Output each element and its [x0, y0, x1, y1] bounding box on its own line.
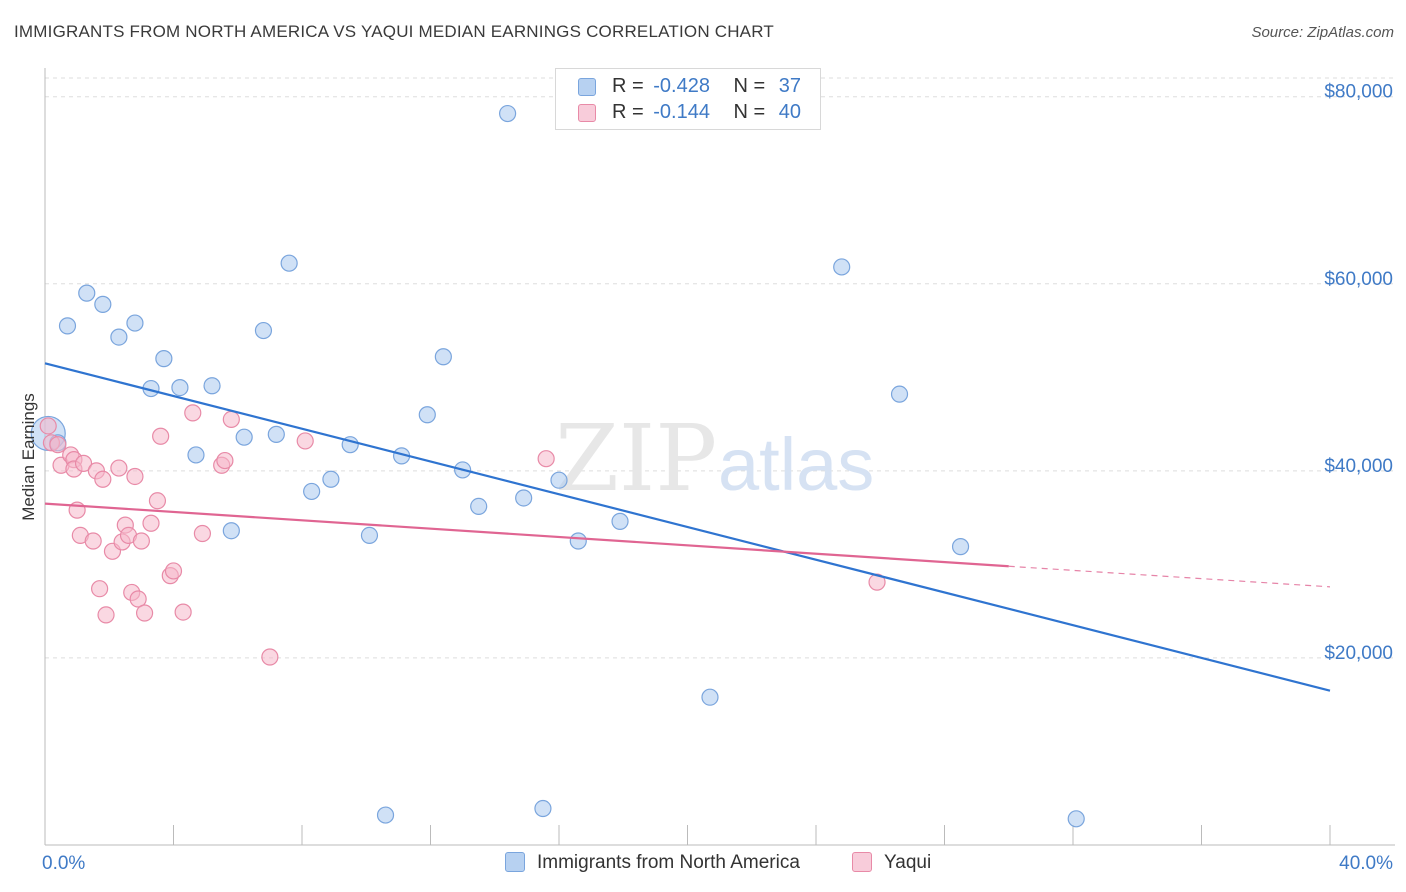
- y-tick-label: $40,000: [1324, 456, 1393, 477]
- legend-swatch-yaqui: [578, 104, 596, 122]
- point-yaqui: [142, 514, 160, 532]
- point-north-america: [611, 512, 629, 530]
- legend-bottom-swatch-yaqui: [852, 852, 872, 872]
- grid-lines: [45, 77, 1395, 659]
- legend-bottom-label-yaqui: Yaqui: [884, 852, 932, 873]
- trend-line-yaqui-extension: [1008, 565, 1331, 588]
- point-yaqui: [97, 606, 115, 624]
- point-yaqui: [193, 524, 212, 543]
- point-yaqui: [49, 436, 67, 454]
- point-yaqui: [110, 459, 128, 477]
- point-north-america: [833, 258, 851, 276]
- y-tick-label: $20,000: [1324, 643, 1393, 664]
- point-yaqui: [135, 604, 154, 622]
- x-tick-label: 0.0%: [42, 853, 85, 874]
- y-tick-label: $80,000: [1324, 82, 1393, 103]
- y-axis-label: Median Earnings: [19, 393, 38, 521]
- legend-stats-yaqui: R = -0.144 N = 40: [612, 101, 802, 123]
- point-yaqui: [537, 450, 555, 468]
- point-yaqui: [174, 603, 192, 621]
- point-north-america: [701, 688, 719, 706]
- point-north-america: [254, 321, 273, 340]
- point-yaqui: [39, 417, 57, 435]
- point-north-america: [78, 284, 96, 302]
- trend-line-north-america: [44, 362, 1331, 692]
- trend-lines: [44, 362, 1331, 692]
- point-north-america: [171, 379, 189, 397]
- point-yaqui: [184, 404, 202, 422]
- point-yaqui: [164, 562, 183, 580]
- point-yaqui: [132, 532, 150, 550]
- correlation-legend: R = -0.428 N = 37 R = -0.144 N = 40: [555, 68, 821, 130]
- y-tick-labels: $20,000 $40,000 $60,000 $80,000: [1324, 82, 1393, 664]
- point-yaqui: [74, 454, 93, 472]
- point-yaqui: [152, 427, 170, 445]
- point-north-america: [280, 254, 298, 272]
- point-north-america: [267, 425, 285, 443]
- point-north-america: [515, 489, 533, 507]
- point-yaqui: [126, 467, 144, 486]
- watermark-zip: ZIP: [555, 405, 717, 512]
- watermark: ZIP atlas: [555, 405, 874, 512]
- chart-title: IMMIGRANTS FROM NORTH AMERICA VS YAQUI M…: [14, 22, 774, 41]
- point-north-america: [534, 799, 552, 818]
- legend-bottom-swatch-north-america: [505, 852, 525, 872]
- axes: [44, 68, 1395, 846]
- point-north-america: [951, 538, 970, 556]
- point-yaqui: [94, 470, 112, 488]
- legend-bottom-label-north-america: Immigrants from North America: [537, 852, 800, 873]
- point-north-america: [58, 317, 77, 335]
- legend-stats-north-america: R = -0.428 N = 37: [612, 75, 802, 97]
- point-north-america: [235, 428, 253, 446]
- point-north-america: [187, 446, 205, 464]
- y-tick-label: $60,000: [1324, 269, 1393, 290]
- point-north-america: [418, 406, 436, 424]
- point-north-america: [222, 522, 240, 540]
- source-credit: Source: ZipAtlas.com: [1251, 24, 1394, 41]
- point-north-america: [1067, 810, 1085, 828]
- point-yaqui: [129, 590, 147, 608]
- legend-swatch-north-america: [578, 78, 596, 96]
- point-north-america: [890, 385, 909, 403]
- point-yaqui: [91, 580, 109, 598]
- point-yaqui: [216, 451, 234, 470]
- point-north-america: [322, 470, 340, 488]
- point-yaqui: [296, 432, 314, 450]
- point-yaqui: [84, 532, 102, 550]
- point-north-america: [499, 104, 517, 123]
- point-north-america: [126, 314, 144, 332]
- point-north-america: [303, 482, 321, 501]
- point-north-america: [203, 377, 221, 395]
- watermark-atlas: atlas: [718, 423, 874, 506]
- point-north-america: [155, 350, 173, 368]
- x-tick-labels: 0.0% 40.0%: [42, 853, 1393, 874]
- data-points: [30, 104, 1085, 828]
- point-north-america: [434, 348, 452, 366]
- point-north-america: [569, 532, 587, 550]
- point-north-america: [110, 328, 128, 346]
- x-tick-label: 40.0%: [1339, 853, 1393, 874]
- point-north-america: [360, 526, 379, 544]
- point-north-america: [94, 295, 112, 313]
- point-yaqui: [261, 648, 279, 666]
- point-yaqui: [148, 492, 167, 510]
- point-north-america: [470, 497, 488, 515]
- trend-line-yaqui: [44, 502, 1009, 568]
- point-north-america: [550, 471, 568, 489]
- point-north-america: [376, 806, 395, 824]
- point-yaqui: [222, 410, 240, 429]
